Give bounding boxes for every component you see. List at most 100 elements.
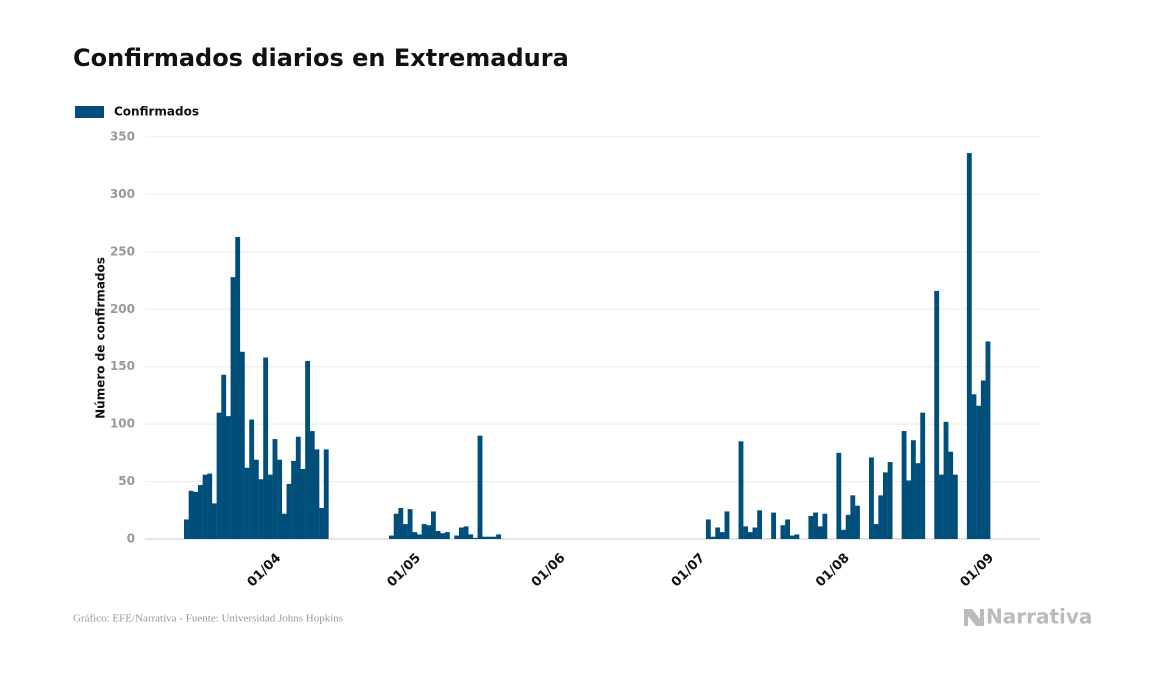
bar	[244, 467, 250, 539]
bar	[277, 459, 283, 539]
source-note: Gráfico: EFE/Narrativa - Fuente: Univers…	[73, 613, 343, 625]
bar	[719, 532, 725, 539]
bar	[221, 374, 227, 539]
bar	[869, 457, 874, 539]
bar	[724, 511, 730, 539]
x-tick-label: 01/09	[958, 551, 998, 591]
bar	[813, 512, 818, 539]
bar	[468, 534, 474, 539]
bar	[258, 479, 264, 539]
bar	[295, 436, 301, 539]
x-tick-label: 01/04	[245, 551, 285, 591]
y-tick-label: 250	[110, 244, 135, 258]
bar	[705, 519, 711, 539]
bar	[207, 473, 213, 539]
bar	[211, 503, 217, 539]
bar	[281, 513, 287, 539]
y-tick-label: 200	[110, 302, 135, 316]
bar	[878, 495, 884, 539]
bar	[855, 505, 860, 539]
bar	[976, 405, 982, 539]
y-tick-label: 150	[110, 359, 135, 373]
bar	[948, 451, 954, 539]
bar	[188, 490, 194, 539]
bar	[417, 534, 422, 539]
bar	[943, 421, 949, 539]
bar	[901, 431, 907, 539]
bar	[454, 535, 460, 539]
y-tick-label: 0	[127, 532, 135, 546]
bar	[389, 535, 394, 539]
x-tick-label: 01/07	[669, 551, 709, 591]
bar	[496, 534, 502, 539]
bar	[323, 449, 329, 539]
bar	[267, 474, 273, 539]
bar	[771, 512, 777, 539]
bar	[747, 532, 753, 539]
bar	[873, 524, 879, 539]
bar	[952, 474, 958, 539]
bar	[883, 472, 888, 539]
bar	[426, 525, 432, 539]
bar	[463, 526, 469, 539]
logo: Narrativa	[986, 605, 1092, 629]
bar	[305, 360, 311, 539]
bar	[906, 480, 912, 539]
bar	[444, 532, 450, 539]
chart-title: Confirmados diarios en Extremadura	[73, 44, 569, 72]
y-tick-label: 50	[118, 474, 135, 488]
bar	[314, 449, 320, 539]
x-tick-label: 01/05	[384, 551, 424, 591]
bar	[780, 525, 786, 539]
bar	[197, 485, 203, 539]
bar	[743, 526, 749, 539]
bar	[850, 495, 856, 539]
bar	[393, 513, 399, 539]
bar	[486, 536, 492, 539]
bar	[235, 236, 241, 539]
bar	[808, 516, 814, 539]
bar	[491, 536, 497, 539]
y-tick-label: 100	[110, 417, 135, 431]
bar	[757, 510, 763, 539]
bar	[910, 440, 916, 539]
bar	[398, 507, 404, 539]
bar	[971, 394, 977, 539]
bar	[966, 153, 972, 539]
bar	[794, 534, 800, 539]
bar	[253, 459, 259, 539]
bar	[435, 530, 441, 539]
bar	[785, 519, 790, 539]
legend-label: Confirmados	[114, 105, 199, 119]
x-tick-label: 01/06	[529, 551, 569, 591]
bar	[915, 463, 921, 539]
bar	[710, 536, 716, 539]
bar	[407, 509, 413, 539]
logo-icon	[964, 609, 984, 626]
bar	[202, 474, 208, 539]
bar	[845, 514, 851, 539]
bar	[920, 412, 926, 539]
bar	[938, 474, 944, 539]
bar	[482, 536, 488, 539]
bar	[239, 351, 245, 539]
bar	[980, 380, 986, 539]
bar	[291, 460, 297, 539]
bar	[430, 511, 436, 539]
bar	[458, 527, 464, 539]
bar	[738, 441, 744, 539]
bar	[789, 535, 795, 539]
bar	[817, 526, 823, 539]
bar	[836, 452, 842, 539]
bar	[249, 419, 255, 539]
bar	[985, 341, 991, 539]
bar	[216, 412, 222, 539]
bar	[752, 527, 758, 539]
bar	[193, 491, 199, 539]
bar	[263, 357, 269, 539]
bar	[300, 468, 306, 539]
bar	[477, 435, 483, 539]
bar	[319, 507, 324, 539]
bar	[286, 483, 292, 539]
